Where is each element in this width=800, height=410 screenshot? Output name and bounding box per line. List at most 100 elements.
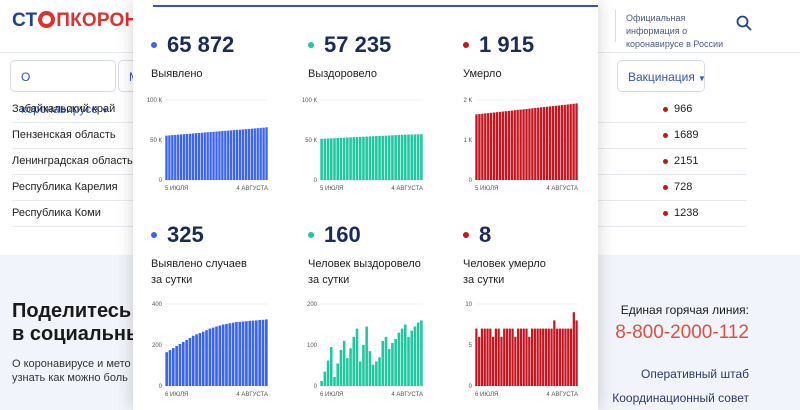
chart-bar bbox=[407, 336, 410, 386]
x-tick-label: 4 АВГУСТА bbox=[546, 186, 578, 192]
chart-bar bbox=[349, 348, 352, 386]
y-tick-label: 100 bbox=[307, 343, 318, 349]
chart-bar bbox=[253, 128, 256, 180]
stat-value-row: 57 235 bbox=[308, 32, 458, 58]
share-heading-line1: Поделитесь н bbox=[12, 300, 137, 322]
region-name: Ленинградская область bbox=[12, 155, 133, 167]
chart-bar bbox=[486, 328, 489, 386]
chart-bar bbox=[572, 312, 575, 386]
chart-bar bbox=[265, 319, 268, 386]
link-operational-hq[interactable]: Оперативный штаб bbox=[641, 367, 749, 381]
chart-bar bbox=[410, 330, 414, 386]
chart-bar bbox=[557, 105, 561, 180]
chart-bar bbox=[420, 320, 423, 386]
chart-bar bbox=[491, 336, 495, 386]
chart-daily-detected: 0 200 400 6 ИЮЛЯ 4 АВГУСТА bbox=[152, 302, 268, 398]
chart-bar bbox=[497, 328, 500, 386]
chart-bar bbox=[185, 133, 189, 180]
y-tick-label: 0 bbox=[314, 384, 318, 390]
chart-bar bbox=[531, 108, 534, 180]
stat-recovered: 57 235 Выздоровело bbox=[308, 32, 458, 82]
x-tick-label: 5 ИЮЛЯ bbox=[165, 186, 188, 192]
chart-bar bbox=[261, 319, 265, 386]
stat-detected-label: Выявлено bbox=[151, 68, 203, 80]
chart-bar bbox=[195, 334, 198, 386]
chart-bar bbox=[553, 320, 556, 386]
chart-bar bbox=[539, 328, 542, 386]
chart-bar bbox=[174, 134, 177, 180]
chart-bar bbox=[323, 371, 327, 386]
chart-bar bbox=[528, 108, 531, 180]
chart-bar bbox=[198, 333, 202, 386]
label-line1: Человек выздоровело bbox=[308, 258, 421, 270]
red-dot-icon bbox=[463, 232, 469, 238]
chart-bar bbox=[522, 328, 525, 386]
stat-died-day-label: Человек умерло за сутки bbox=[463, 256, 613, 288]
chart-bar bbox=[203, 132, 206, 180]
y-tick-label: 0 bbox=[159, 384, 163, 390]
label-line2: за сутки bbox=[463, 274, 505, 286]
chart-bar bbox=[391, 342, 394, 386]
chart-bar bbox=[326, 360, 330, 386]
chart-bar bbox=[413, 326, 417, 386]
chart-bar bbox=[175, 346, 178, 386]
chart-bar bbox=[235, 322, 238, 386]
chart-bar bbox=[391, 135, 394, 180]
chart-bar bbox=[540, 107, 543, 180]
stat-value-row: 325 bbox=[151, 222, 301, 248]
hotline-number[interactable]: 8-800-2000-112 bbox=[615, 322, 749, 343]
nav-about-dropdown[interactable]: О коронавирусе ▼ bbox=[10, 60, 116, 116]
chart-bar bbox=[558, 328, 562, 386]
chart-bar bbox=[248, 320, 252, 386]
chart-bar bbox=[352, 336, 356, 386]
chart-bar bbox=[227, 130, 230, 180]
chart-bar bbox=[178, 343, 182, 386]
region-value: 966 bbox=[674, 103, 693, 115]
region-name: Забайкальский край bbox=[12, 103, 116, 115]
chart-bar bbox=[349, 137, 352, 180]
chart-bar bbox=[336, 138, 339, 180]
region-value: 2151 bbox=[674, 155, 699, 167]
nav-vaccination-dropdown[interactable]: Вакцинация ▼ bbox=[617, 60, 706, 92]
chart-bar bbox=[171, 135, 174, 180]
logo-text-part1: СТ bbox=[12, 10, 38, 31]
chart-bar bbox=[231, 322, 235, 386]
chart-bar bbox=[519, 109, 522, 180]
chart-bar bbox=[221, 131, 224, 180]
stat-died-day-value: 8 bbox=[479, 222, 492, 247]
stat-died: 1 915 Умерло bbox=[463, 32, 613, 82]
chart-bar bbox=[378, 135, 381, 180]
chart-bar bbox=[511, 328, 514, 386]
chart-bar bbox=[413, 134, 417, 180]
chart-bar bbox=[336, 363, 339, 386]
chart-bar bbox=[212, 131, 215, 180]
chart-bar bbox=[487, 113, 490, 180]
chart-bar bbox=[475, 328, 478, 386]
chart-bar bbox=[400, 328, 404, 386]
chart-bar bbox=[547, 328, 550, 386]
chart-bar bbox=[256, 128, 259, 180]
chart-bar bbox=[251, 320, 255, 386]
chart-bar bbox=[342, 340, 346, 386]
stat-died-day: 8 Человек умерло за сутки bbox=[463, 222, 613, 288]
chart-bar bbox=[180, 134, 183, 180]
chart-bar bbox=[530, 328, 534, 386]
stats-popup: 65 872 Выявлено 57 235 Выздоровело 1 915… bbox=[133, 0, 598, 410]
death-dot-icon bbox=[663, 133, 668, 138]
chart-bar bbox=[241, 321, 245, 386]
chart-bar bbox=[554, 105, 558, 180]
chart-bar bbox=[522, 109, 525, 180]
search-icon[interactable] bbox=[736, 15, 752, 31]
chart-bar bbox=[478, 114, 481, 180]
stat-detected-value: 65 872 bbox=[167, 32, 235, 57]
chart-bar bbox=[384, 336, 388, 386]
chart-bar bbox=[533, 328, 536, 386]
stat-recovered-day-label: Человек выздоровело за сутки bbox=[308, 256, 458, 288]
chart-bar bbox=[510, 110, 513, 180]
chart-bar bbox=[201, 331, 205, 386]
chart-bar bbox=[542, 107, 546, 180]
death-dot-icon bbox=[663, 211, 668, 216]
chart-bar bbox=[208, 328, 212, 386]
stat-recovered-label: Выздоровело bbox=[308, 68, 377, 80]
link-coordination-council[interactable]: Координационный совет bbox=[612, 391, 749, 405]
